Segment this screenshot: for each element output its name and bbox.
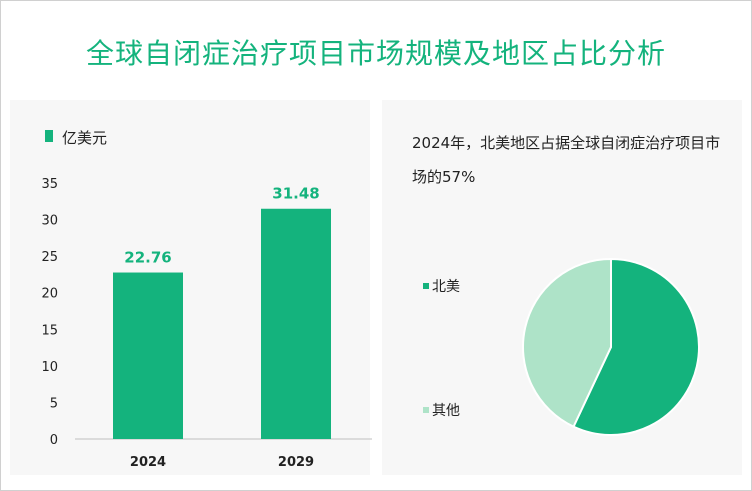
bar-legend-swatch (45, 130, 53, 142)
y-tick-label: 10 (41, 360, 58, 375)
pie-caption: 2024年，北美地区占据全球自闭症治疗项目市场的57% (412, 134, 721, 186)
bar (113, 272, 183, 439)
y-tick-label: 5 (50, 396, 58, 411)
bar (261, 208, 331, 439)
data-label: 31.48 (272, 185, 319, 203)
pie-legend-label-1: 其他 (432, 403, 460, 419)
y-tick-label: 35 (41, 177, 58, 192)
y-tick-label: 0 (50, 433, 58, 448)
page-title: 全球自闭症治疗项目市场规模及地区占比分析 (85, 37, 666, 70)
y-tick-label: 15 (41, 323, 58, 338)
y-tick-label: 30 (41, 214, 58, 229)
pie-legend-swatch-1 (423, 407, 429, 413)
bar-legend-label: 亿美元 (62, 129, 108, 147)
pie-slice (572, 257, 700, 436)
y-tick-label: 20 (41, 287, 58, 302)
x-tick-label: 2029 (278, 455, 314, 470)
y-tick-label: 25 (41, 250, 58, 265)
x-tick-label: 2024 (130, 455, 166, 470)
data-label: 22.76 (124, 249, 171, 267)
pie-slice (522, 257, 612, 428)
pie-legend-swatch-0 (423, 283, 429, 289)
pie-legend-label-0: 北美 (432, 279, 460, 295)
